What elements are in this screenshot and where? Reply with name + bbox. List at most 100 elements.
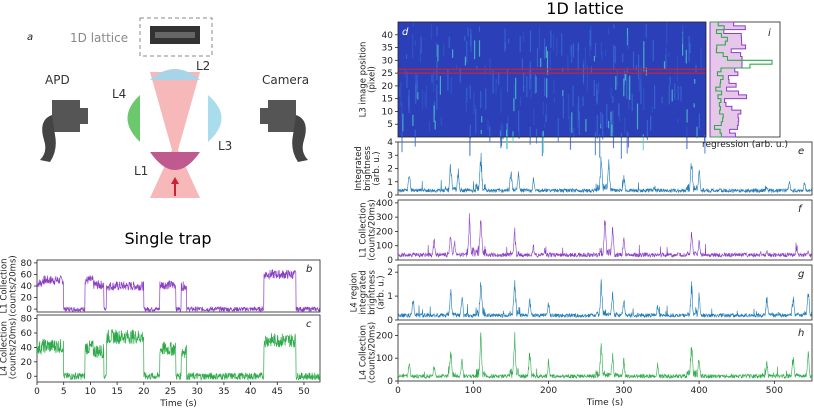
heatmap-streak xyxy=(417,92,419,100)
heatmap-streak xyxy=(626,67,628,74)
x-tick-label: 0 xyxy=(395,386,401,396)
heatmap-streak xyxy=(677,86,679,101)
heatmap-streak xyxy=(447,69,449,91)
heatmap-streak xyxy=(546,78,548,98)
heatmap-streak xyxy=(500,88,502,114)
heatmap-streak xyxy=(674,83,676,100)
heatmap-streak xyxy=(425,85,428,109)
lens-l3 xyxy=(208,95,222,142)
heatmap-streak xyxy=(569,46,571,55)
panel-g: 0 1 2L4 regionintegratedbrightness(arb. u.… xyxy=(350,264,813,326)
heatmap-streak xyxy=(433,105,435,123)
heatmap-streak xyxy=(593,55,595,62)
heatmap-streak xyxy=(469,41,471,53)
heatmap-streak xyxy=(414,129,416,147)
heatmap-streak xyxy=(651,106,653,113)
x-tick-label: 300 xyxy=(615,386,632,396)
heatmap-streak xyxy=(618,103,620,117)
apd-detector-icon xyxy=(40,100,88,162)
heatmap-streak xyxy=(602,113,604,140)
trace-line xyxy=(36,328,321,382)
histogram-l4 xyxy=(710,21,773,138)
heatmap-streak xyxy=(544,123,546,128)
heatmap-streak xyxy=(582,96,584,107)
y-tick-label: 10 xyxy=(382,107,394,117)
heatmap-streak xyxy=(622,53,624,63)
heatmap-streak xyxy=(412,34,414,59)
heatmap-streak xyxy=(430,24,433,40)
heatmap-streak xyxy=(506,69,509,93)
heatmap-streak xyxy=(541,131,543,157)
heatmap-streak xyxy=(404,68,406,77)
trace-line xyxy=(397,152,813,194)
heatmap-streak xyxy=(436,84,438,110)
y-tick-label: 80 xyxy=(21,315,33,325)
heatmap-streak xyxy=(652,39,654,62)
heatmap-streak xyxy=(606,104,608,128)
heatmap-streak xyxy=(469,85,471,99)
axes-frame xyxy=(36,314,321,383)
heatmap-streak xyxy=(628,95,630,110)
heatmap-streak xyxy=(401,102,403,123)
heatmap-streak xyxy=(508,38,510,44)
panel-label-g: g xyxy=(798,269,804,280)
camera-label: Camera xyxy=(262,73,309,87)
heatmap-streak xyxy=(504,28,506,52)
heatmap-streak xyxy=(599,134,601,158)
heatmap-streak xyxy=(478,26,481,32)
trace-line xyxy=(397,213,813,259)
heatmap-streak xyxy=(550,30,552,48)
panel-d: 5 10 15 20 25 30 35 40 L3 image position(pixel) d xyxy=(359,21,707,159)
heatmap-streak xyxy=(596,115,598,139)
heatmap-streak xyxy=(632,51,635,69)
y-tick-label: 40 xyxy=(21,343,33,353)
heatmap-streak xyxy=(612,134,615,149)
heatmap-streak xyxy=(414,40,417,47)
heatmap-streak xyxy=(638,78,640,92)
heatmap-background xyxy=(398,22,706,137)
heatmap-streak xyxy=(584,47,586,69)
heatmap-streak xyxy=(443,43,445,57)
heatmap-streak xyxy=(605,49,607,56)
heatmap-streak xyxy=(420,36,422,54)
heatmap-streak xyxy=(412,114,414,126)
heatmap-streak xyxy=(626,131,628,154)
heatmap-streak xyxy=(663,61,666,70)
heatmap-streak xyxy=(495,79,497,95)
heatmap-streak xyxy=(401,131,403,153)
heatmap-streak xyxy=(593,80,595,97)
heatmap-streak xyxy=(669,76,671,86)
heatmap-streak xyxy=(668,52,670,57)
heatmap-streak xyxy=(431,74,433,83)
y-tick-label: 35 xyxy=(382,44,393,54)
y-tick-label: 30 xyxy=(382,56,394,66)
heatmap-streak xyxy=(455,65,458,70)
heatmap-streak xyxy=(569,127,572,150)
heatmap-streak xyxy=(535,128,538,144)
x-tick-label: 35 xyxy=(218,387,229,397)
y-tick-label: 0 xyxy=(387,377,393,387)
panel-label-a: a xyxy=(27,32,33,43)
heatmap-streak xyxy=(572,43,575,58)
heatmap-streak xyxy=(412,22,414,27)
heatmap-streak xyxy=(686,109,688,123)
heatmap-streak xyxy=(645,24,647,38)
x-tick-label: 30 xyxy=(191,387,203,397)
heatmap-streak xyxy=(519,36,521,53)
lattice-title: 1D lattice xyxy=(546,0,623,18)
heatmap-streak xyxy=(464,35,466,41)
y-tick-label: 20 xyxy=(21,358,33,368)
heatmap-streak xyxy=(642,134,644,151)
heatmap-streak xyxy=(650,115,652,130)
heatmap-streak xyxy=(610,120,612,136)
panel-i: i regression (arb. u.) xyxy=(702,21,788,150)
heatmap-streak xyxy=(600,42,602,55)
x-tick-label: 5 xyxy=(61,387,67,397)
lens-l1 xyxy=(150,152,200,170)
heatmap-streak xyxy=(549,50,551,71)
heatmap-streak xyxy=(612,95,614,103)
heatmap-streak xyxy=(530,73,532,99)
heatmap-streak xyxy=(529,126,531,145)
heatmap-streak xyxy=(470,33,473,53)
